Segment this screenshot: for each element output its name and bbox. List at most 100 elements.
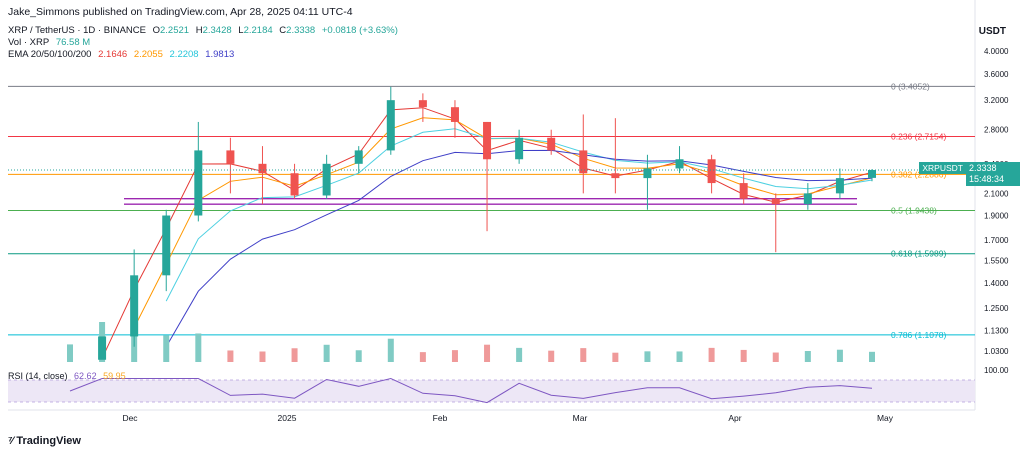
- volume-bar: [323, 344, 330, 362]
- volume-bar: [227, 350, 234, 362]
- time-tick-label: Dec: [122, 413, 138, 423]
- candle-body: [290, 173, 299, 196]
- candle-body: [611, 173, 620, 179]
- candle-body: [707, 159, 716, 184]
- rsi-legend: RSI (14, close) 62.62 59.95: [8, 371, 130, 381]
- volume-value: 76.58 M: [55, 37, 91, 48]
- candle-body: [162, 215, 171, 276]
- rsi-line: [69, 377, 873, 404]
- price-tick-label: 3.6000: [984, 70, 1009, 79]
- candle-body: [386, 100, 395, 151]
- volume-bar: [131, 334, 138, 362]
- volume-bar: [484, 344, 491, 362]
- volume-bar: [259, 351, 266, 362]
- ema200-value: 1.9813: [205, 49, 235, 60]
- ema50-line: [133, 117, 873, 328]
- symbol-price-tag: XRPUSDT: [919, 162, 966, 174]
- symbol-name[interactable]: XRP / TetherUS · 1D · BINANCE: [8, 25, 146, 36]
- candle-body: [675, 159, 684, 169]
- price-tick-label: 1.2500: [984, 304, 1009, 313]
- candle-body: [803, 193, 812, 205]
- price-tick-label: 1.5500: [984, 257, 1009, 266]
- time-tick-label: May: [877, 413, 894, 423]
- candle-body: [450, 107, 459, 122]
- volume-bar: [516, 347, 523, 362]
- rsi-tick-label: 100.00: [984, 366, 1009, 375]
- price-tick-label: 1.7000: [984, 236, 1009, 245]
- ema-label[interactable]: EMA 20/50/100/200: [8, 49, 92, 60]
- rsi-value-2: 59.95: [103, 371, 126, 381]
- volume-bar: [869, 351, 875, 362]
- volume-bar: [163, 335, 170, 362]
- price-tick-label: 2.8000: [984, 126, 1009, 135]
- change-value: +0.0818 (+3.63%): [321, 25, 398, 36]
- last-price-box: 2.3338 15:48:34: [966, 162, 1020, 186]
- rsi-label[interactable]: RSI (14, close): [8, 371, 68, 381]
- volume-bar: [419, 352, 426, 362]
- ema-legend: EMA 20/50/100/200 2.1646 2.2055 2.2208 1…: [8, 49, 238, 60]
- currency-label: USDT: [978, 26, 1006, 37]
- volume-bar: [772, 352, 779, 362]
- price-tick-label: 1.9000: [984, 212, 1009, 221]
- publisher-line: Jake_Simmons published on TradingView.co…: [8, 6, 353, 18]
- tradingview-logo[interactable]: ⁷⁄ TradingView: [8, 435, 81, 447]
- volume-bar: [676, 351, 683, 362]
- candle-body: [322, 163, 331, 196]
- volume-bar: [644, 351, 651, 362]
- high-label: H: [195, 25, 203, 36]
- volume-bar: [67, 344, 73, 362]
- price-tick-label: 3.2000: [984, 96, 1009, 105]
- close-value: 2.3338: [286, 25, 316, 36]
- candle-body: [483, 121, 492, 160]
- volume-bar: [612, 352, 619, 362]
- volume-label[interactable]: Vol · XRP: [8, 37, 50, 48]
- volume-bar: [836, 349, 843, 362]
- fib-label: 0.618 (1.5989): [891, 249, 946, 259]
- candle-body: [98, 336, 107, 360]
- rsi-band: [8, 380, 975, 402]
- candle-body: [547, 137, 556, 151]
- volume-bar: [580, 348, 587, 362]
- volume-bar: [451, 350, 458, 362]
- fib-label: 0.236 (2.7154): [891, 132, 946, 142]
- candle-body: [643, 168, 652, 179]
- close-label: C: [279, 25, 287, 36]
- high-value: 2.3428: [202, 25, 232, 36]
- fib-label: 0.786 (1.1078): [891, 330, 946, 340]
- candle-body: [771, 198, 780, 205]
- candle-body: [579, 150, 588, 174]
- low-label: L: [238, 25, 244, 36]
- time-tick-label: Feb: [433, 413, 448, 423]
- rsi-value: 62.62: [74, 371, 97, 381]
- candle-body: [258, 163, 267, 174]
- volume-bar: [291, 348, 298, 362]
- volume-bar: [387, 338, 394, 362]
- tradingview-logo-icon: ⁷⁄: [8, 435, 13, 447]
- bar-countdown: 15:48:34: [969, 174, 1005, 184]
- volume-legend: Vol · XRP 76.58 M: [8, 37, 94, 48]
- volume-bar: [740, 349, 747, 362]
- price-tick-label: 4.0000: [984, 47, 1009, 56]
- price-tick-label: 2.1000: [984, 189, 1009, 198]
- low-value: 2.2184: [243, 25, 273, 36]
- price-tick-label: 1.0300: [984, 347, 1009, 356]
- candle-body: [515, 137, 524, 160]
- price-tick-label: 1.1300: [984, 326, 1009, 335]
- fib-label: 0 (3.4052): [891, 81, 930, 91]
- ema50-value: 2.2055: [133, 49, 163, 60]
- volume-bar: [804, 351, 811, 362]
- last-price: 2.3338: [969, 163, 997, 173]
- time-tick-label: Apr: [728, 413, 741, 423]
- candle-body: [354, 150, 363, 164]
- open-label: O: [152, 25, 160, 36]
- candle-body: [739, 183, 748, 199]
- symbol-legend: XRP / TetherUS · 1D · BINANCE O2.2521 H2…: [8, 25, 402, 36]
- time-tick-label: Mar: [573, 413, 588, 423]
- candle-body: [835, 178, 844, 194]
- price-tick-label: 1.4000: [984, 279, 1009, 288]
- volume-bar: [195, 333, 202, 362]
- ema100-value: 2.2208: [169, 49, 199, 60]
- time-tick-label: 2025: [278, 413, 297, 423]
- candle-body: [194, 150, 203, 216]
